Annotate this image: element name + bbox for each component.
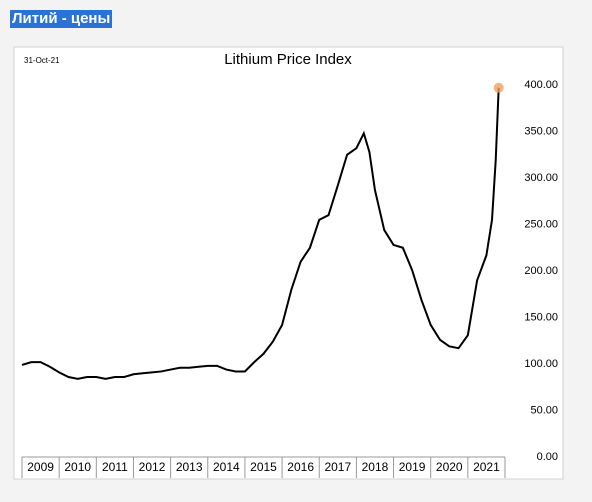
x-tick-label: 2010 [64, 460, 91, 474]
y-tick-label: 100.00 [524, 358, 558, 370]
y-tick-label: 350.00 [524, 125, 558, 137]
x-tick-label: 2019 [399, 460, 426, 474]
chart-frame [13, 46, 564, 480]
x-tick-label: 2016 [287, 460, 314, 474]
x-tick-label: 2020 [436, 460, 463, 474]
x-tick-label: 2013 [176, 460, 203, 474]
y-tick-label: 200.00 [524, 265, 558, 277]
y-tick-label: 50.00 [530, 404, 558, 416]
page-title: Литий - цены [10, 10, 113, 28]
x-tick-label: 2012 [139, 460, 166, 474]
y-tick-label: 250.00 [524, 218, 558, 230]
last-point-marker [493, 82, 504, 93]
x-tick-label: 2009 [27, 460, 54, 474]
x-tick-label: 2014 [213, 460, 240, 474]
y-tick-label: 300.00 [524, 172, 558, 184]
date-annotation: 31-Oct-21 [24, 56, 60, 65]
y-tick-label: 400.00 [524, 79, 558, 91]
y-tick-label: 150.00 [524, 311, 558, 323]
x-tick-label: 2011 [102, 460, 128, 474]
y-tick-label: 0.00 [537, 451, 558, 463]
price-line [21, 87, 500, 380]
x-tick-label: 2021 [473, 460, 500, 474]
x-tick-label: 2018 [362, 460, 389, 474]
x-tick-label: 2017 [324, 460, 351, 474]
chart-title: Lithium Price Index [224, 51, 352, 68]
x-tick-label: 2015 [250, 460, 277, 474]
